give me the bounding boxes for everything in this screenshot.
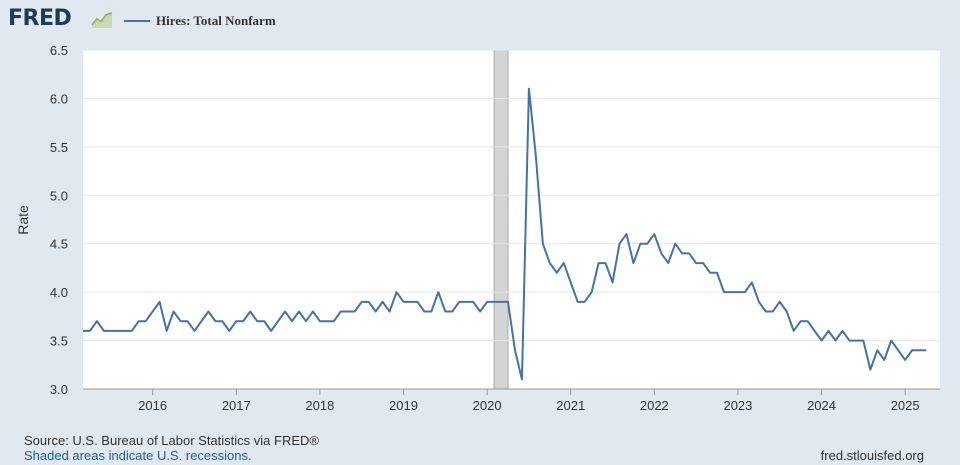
- y-axis-label: Rate: [15, 205, 31, 235]
- x-tick-label: 2019: [389, 398, 418, 413]
- y-tick-label: 5.0: [50, 188, 68, 203]
- legend-label: Hires: Total Nonfarm: [156, 13, 276, 28]
- source-note: Source: U.S. Bureau of Labor Statistics …: [24, 433, 319, 448]
- x-tick-label: 2025: [891, 398, 920, 413]
- x-axis: 2016 2017 2018 2019 2020 2021 2022 2023 2024 2025: [83, 388, 940, 413]
- fred-logo[interactable]: FRED: [8, 6, 72, 31]
- series-layer: [83, 87, 927, 381]
- y-tick-label: 3.0: [50, 382, 68, 397]
- recession-band: [493, 49, 509, 390]
- x-tick-label: 2017: [222, 398, 251, 413]
- x-tick-label: 2018: [305, 398, 334, 413]
- x-tick-label: 2024: [807, 398, 836, 413]
- chart-line-icon: [90, 10, 114, 28]
- y-tick-label: 6.5: [50, 43, 68, 58]
- y-tick-label: 4.0: [50, 285, 68, 300]
- y-tick-label: 4.5: [50, 237, 68, 252]
- recession-layer: [493, 49, 509, 390]
- y-tick-label: 5.5: [50, 140, 68, 155]
- plot-background: [83, 50, 940, 389]
- grid-layer: [83, 49, 940, 390]
- legend-swatch: [124, 20, 150, 22]
- y-tick-label: 3.5: [50, 334, 68, 349]
- y-axis: 3.0 3.5 4.0 4.5 5.0 5.5 6.0 6.5: [50, 43, 68, 397]
- series-line[interactable]: [83, 87, 927, 381]
- x-tick-label: 2022: [640, 398, 669, 413]
- x-tick-label: 2023: [723, 398, 752, 413]
- x-tick-label: 2021: [556, 398, 585, 413]
- y-tick-label: 6.0: [50, 91, 68, 106]
- footer-notes: Source: U.S. Bureau of Labor Statistics …: [24, 433, 319, 463]
- site-url[interactable]: fred.stlouisfed.org: [820, 448, 924, 463]
- x-tick-label: 2020: [473, 398, 502, 413]
- chart-header: FRED Hires: Total Nonfarm: [0, 0, 960, 40]
- chart-area: 3.03.54.04.55.05.56.06.5 2016 2017 2018 201…: [15, 43, 940, 413]
- x-tick-label: 2016: [138, 398, 167, 413]
- recession-note[interactable]: Shaded areas indicate U.S. recessions.: [24, 448, 252, 463]
